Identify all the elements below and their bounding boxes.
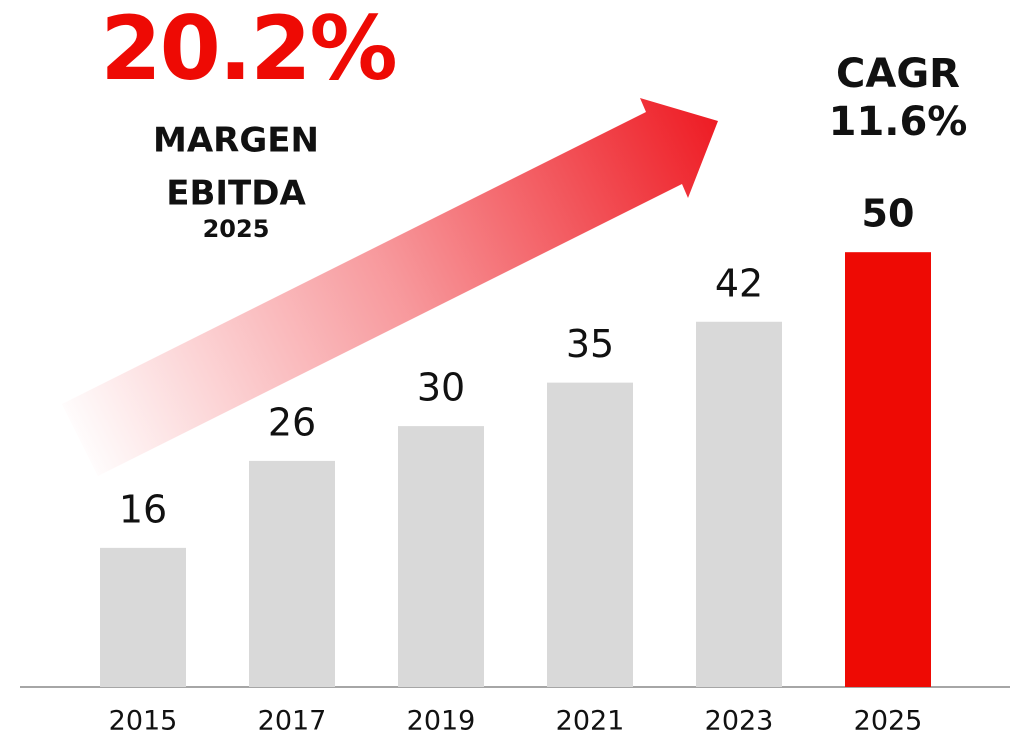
bar <box>845 252 931 687</box>
x-tick-label: 2019 <box>407 706 476 737</box>
margin-year: 2025 <box>203 215 270 243</box>
value-label: 50 <box>862 192 915 236</box>
margin-label: EBITDA <box>166 174 306 214</box>
margin-label: MARGEN <box>153 121 319 161</box>
value-label: 42 <box>715 261 763 305</box>
margin-value: 20.2% <box>100 0 395 100</box>
cagr-label: CAGR <box>836 51 960 97</box>
value-label: 26 <box>268 400 316 444</box>
value-label: 35 <box>566 322 614 366</box>
x-tick-label: 2017 <box>258 706 327 737</box>
x-tick-label: 2025 <box>854 706 923 737</box>
bar <box>696 321 782 687</box>
x-tick-label: 2015 <box>109 706 178 737</box>
bar <box>100 547 186 687</box>
value-label: 16 <box>119 487 167 531</box>
cagr-value: 11.6% <box>829 99 968 145</box>
bar <box>249 460 335 687</box>
bar <box>398 426 484 687</box>
growth-arrow <box>62 98 718 476</box>
bar <box>547 382 633 687</box>
x-tick-label: 2023 <box>705 706 774 737</box>
value-label: 30 <box>417 366 465 410</box>
x-tick-label: 2021 <box>556 706 625 737</box>
